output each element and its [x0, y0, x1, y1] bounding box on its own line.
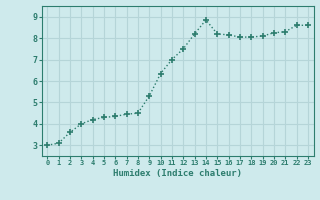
X-axis label: Humidex (Indice chaleur): Humidex (Indice chaleur) — [113, 169, 242, 178]
